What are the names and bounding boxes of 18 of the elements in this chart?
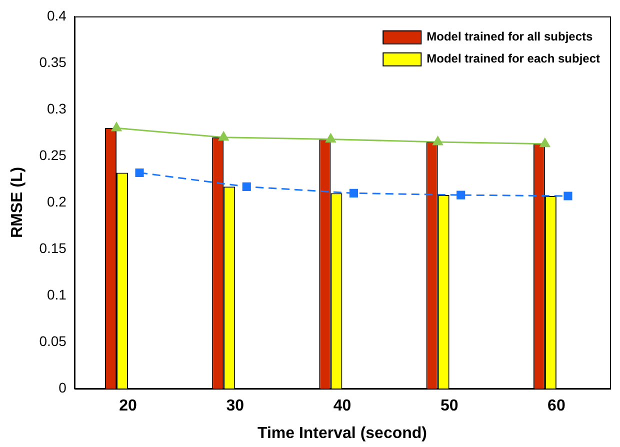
x-axis-title: Time Interval (second) — [257, 424, 427, 442]
y-tick-label: 0.4 — [46, 7, 67, 24]
x-tick-label: 50 — [440, 398, 458, 415]
y-tick-label: 0.05 — [39, 332, 67, 349]
y-tick-label: 0.2 — [46, 193, 67, 210]
y-tick-label: 0.25 — [39, 146, 67, 163]
x-tick-label: 20 — [119, 398, 138, 415]
x-tick-label: 30 — [226, 398, 244, 415]
y-tick-label: 0 — [58, 379, 67, 396]
y-tick-label: 0.15 — [39, 240, 67, 256]
y-tick-label: 0.35 — [39, 54, 67, 70]
x-tick-label: 40 — [333, 398, 352, 415]
x-tick-label: 60 — [548, 398, 566, 415]
y-axis-title: RMSE (L) — [9, 166, 26, 238]
y-tick-label: 0.1 — [46, 286, 67, 302]
y-tick-label: 0.3 — [46, 100, 67, 116]
legend-label: Model trained for each subject — [426, 52, 600, 66]
legend-label: Model trained for all subjects — [426, 30, 593, 44]
